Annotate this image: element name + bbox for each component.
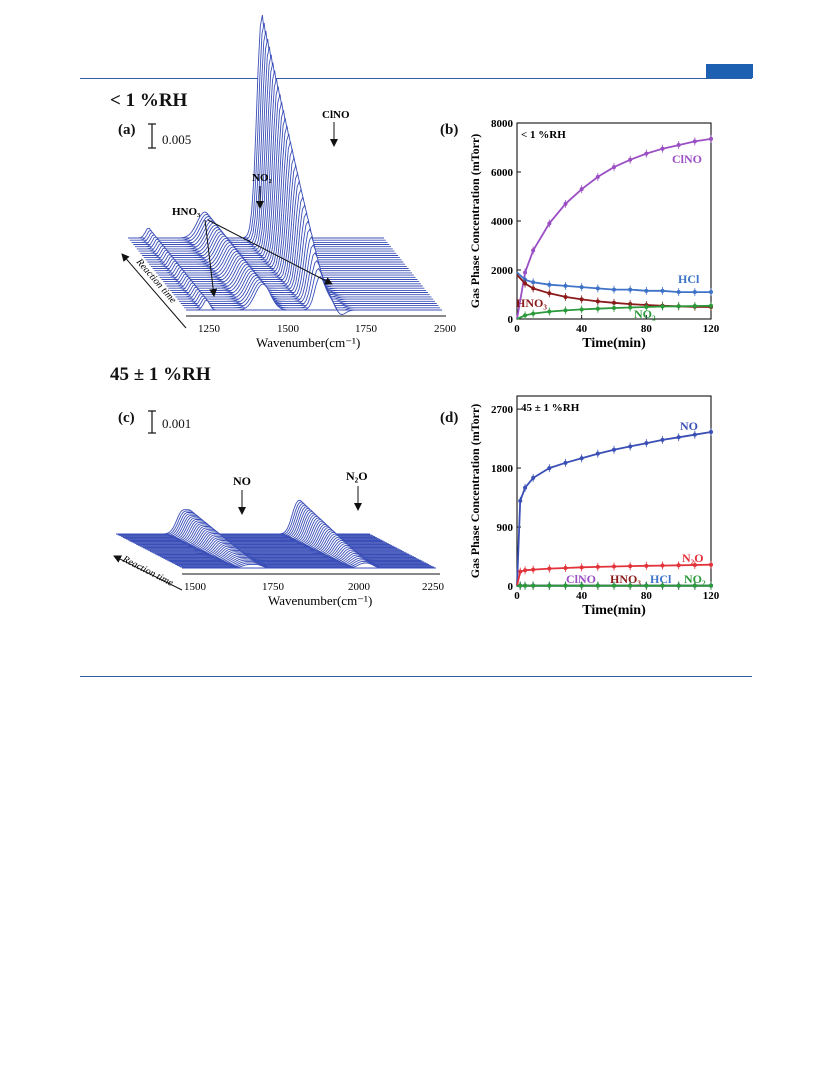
x-tick-label: 80 — [641, 323, 653, 335]
x-tick-label: 0 — [514, 323, 520, 335]
spectrum-trace — [121, 504, 376, 538]
chart-annotation: < 1 %RH — [521, 129, 566, 141]
panel-a-scale-value: 0.005 — [162, 132, 192, 147]
panel-a-tick-1250: 1250 — [198, 323, 221, 335]
y-tick-label: 4000 — [491, 216, 514, 228]
chart-annotation: 45 ± 1 %RH — [521, 402, 580, 414]
spectrum-trace — [157, 148, 414, 276]
series-label: NO₂ — [634, 307, 656, 321]
panel-c-label: (c) — [118, 410, 135, 426]
panel-c-scale-value: 0.001 — [162, 416, 192, 431]
series-label: HNO₃ — [516, 296, 547, 310]
spectrum-trace — [168, 195, 425, 290]
series-label: HNO₃ — [610, 572, 641, 586]
panel-a-label: (a) — [118, 122, 136, 138]
series-label: N₂O — [682, 551, 704, 565]
y-tick-label: 6000 — [491, 167, 514, 179]
panel-c-scale-bar — [148, 410, 156, 434]
top-rule — [80, 78, 752, 79]
series-label: NO — [680, 419, 698, 433]
panel-a-scale-bar — [148, 123, 156, 149]
series-label: ClNO — [566, 572, 596, 586]
series-line — [516, 271, 711, 293]
spectrum-trace — [119, 503, 374, 537]
x-tick-label: 80 — [641, 590, 653, 602]
panel-a-x-label: Wavenumber(cm⁻¹) — [256, 335, 360, 350]
panel-a-tick-2500: 2500 — [434, 323, 457, 335]
series-label: ClNO — [672, 152, 702, 166]
y-tick-label: 1800 — [491, 463, 514, 475]
annotation-no2: NO₂ — [252, 172, 273, 184]
x-tick-label: 40 — [576, 323, 588, 335]
panel-c-time-axis — [113, 555, 183, 591]
spectrum-trace — [182, 259, 439, 310]
panel-a-time-axis — [121, 253, 187, 329]
bottom-rule — [80, 676, 752, 677]
spectrum-trace — [161, 163, 418, 281]
annotation-hno3: HNO₃ — [172, 206, 201, 218]
panel-c-tick-2250: 2250 — [422, 581, 445, 593]
panel-a-tick-1750: 1750 — [355, 323, 378, 335]
spectrum-trace — [159, 155, 416, 279]
panel-c-tick-2000: 2000 — [348, 581, 371, 593]
header-low-humidity: < 1 %RH — [110, 90, 188, 111]
x-axis-label: Time(min) — [582, 336, 646, 351]
x-tick-label: 0 — [514, 590, 520, 602]
header-high-humidity: 45 ± 1 %RH — [110, 364, 211, 385]
panel-c-x-label: Wavenumber(cm⁻¹) — [268, 593, 372, 608]
y-tick-label: 0 — [508, 314, 514, 326]
y-axis-label: Gas Phase Concentration (mTorr) — [468, 404, 482, 579]
spectrum-trace — [117, 501, 372, 536]
y-tick-label: 8000 — [491, 118, 514, 130]
spectrum-trace — [163, 171, 420, 283]
x-tick-label: 40 — [576, 590, 588, 602]
spectrum-trace — [186, 275, 442, 316]
spectrum-trace — [122, 506, 377, 538]
annotation-clno: ClNO — [322, 109, 350, 121]
annotation-hno3-arrow-2 — [207, 219, 333, 285]
panel-a-waterfall-spectra — [128, 14, 442, 316]
panel-d-chart: 0 40 80 120 0 900 1800 2700 Time(min) Gas Phase C… — [468, 395, 720, 618]
spectrum-trace — [180, 251, 437, 308]
series-line — [516, 138, 712, 320]
panel-a-tick-1500: 1500 — [277, 323, 300, 335]
panel-c-tick-1750: 1750 — [262, 581, 285, 593]
x-tick-label: 120 — [703, 323, 720, 335]
y-tick-label: 2000 — [491, 265, 514, 277]
spectrum-trace — [182, 562, 436, 569]
series-label: NO₂ — [684, 572, 706, 586]
annotation-no: NO — [233, 474, 251, 488]
spectrum-trace — [184, 267, 441, 313]
y-axis-label: Gas Phase Concentration (mTorr) — [468, 134, 482, 309]
annotation-hno3-arrow-1 — [204, 219, 218, 297]
panel-c-tick-1500: 1500 — [184, 581, 207, 593]
x-tick-label: 120 — [703, 590, 720, 602]
y-tick-label: 900 — [497, 522, 514, 534]
spectrum-trace — [179, 244, 435, 305]
page-tab-marker — [706, 64, 753, 78]
y-tick-label: 2700 — [491, 404, 514, 416]
panel-b-chart: 0 40 80 120 0 2000 4000 6000 8000 Time(min) Gas Ph… — [468, 118, 720, 351]
panel-d-label: (d) — [440, 410, 459, 426]
spectrum-trace — [164, 180, 421, 286]
spectrum-trace — [166, 188, 423, 288]
y-tick-label: 0 — [508, 581, 514, 593]
spectrum-trace — [177, 235, 434, 303]
spectrum-trace — [175, 227, 432, 300]
series-line — [516, 304, 712, 320]
series-label: HCl — [650, 572, 672, 586]
panel-b-label: (b) — [440, 122, 459, 138]
series-label: HCl — [678, 272, 700, 286]
spectrum-trace — [116, 499, 370, 535]
annotation-n2o: N₂O — [346, 469, 368, 483]
x-axis-label: Time(min) — [582, 603, 646, 618]
panel-c-waterfall-spectra — [116, 499, 436, 569]
